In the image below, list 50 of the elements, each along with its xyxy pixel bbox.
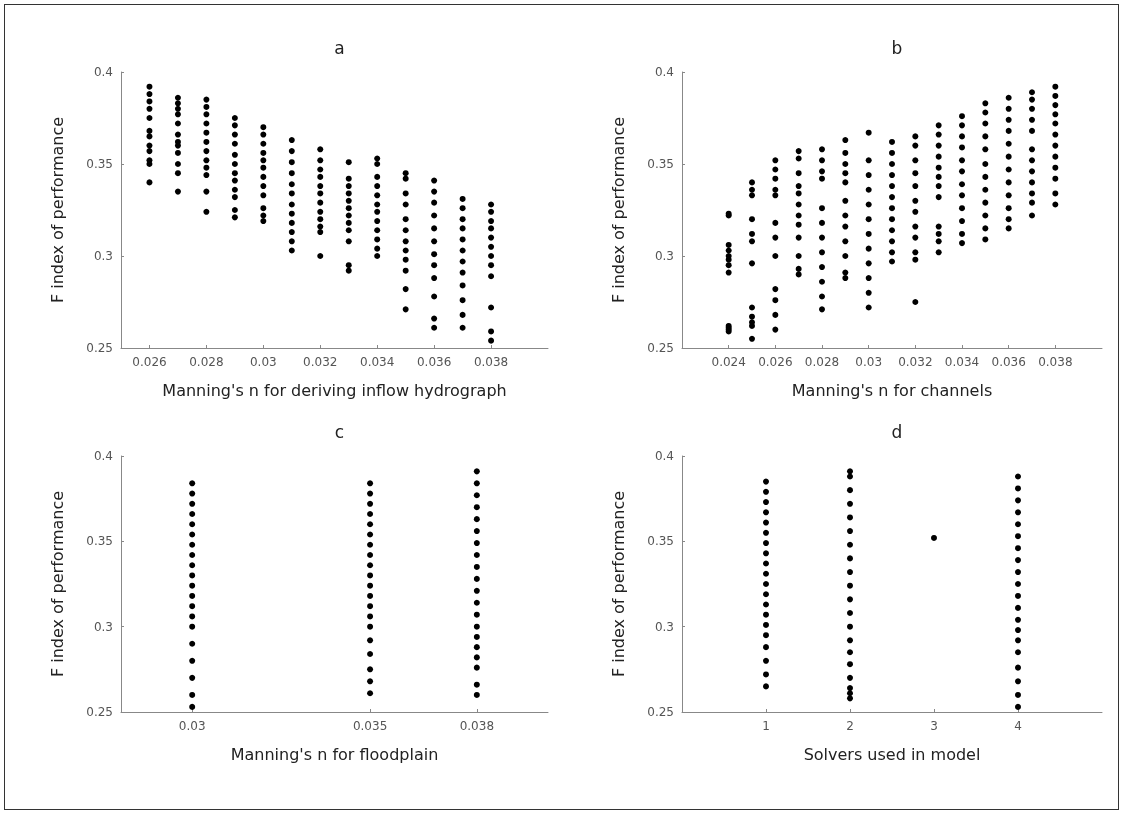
x-tick-label: 4 (1014, 719, 1022, 733)
y-tick-label: 0.35 (647, 157, 674, 171)
x-axis-title: Manning's n for floodplain (230, 744, 439, 764)
x-tick-label: 0.032 (898, 355, 933, 369)
x-tick-label: 0.038 (1038, 355, 1073, 369)
y-tick-label: 0.35 (86, 157, 113, 171)
x-tick-label: 0.03 (178, 719, 206, 733)
y-tick-label: 0.3 (93, 619, 113, 634)
x-tick-label: 0.036 (416, 355, 452, 369)
x-tick-label: 0.026 (758, 355, 793, 369)
y-tick-label: 0.4 (93, 65, 113, 79)
y-tick-label: 0.4 (93, 449, 113, 463)
y-tick-label: 0.25 (647, 705, 674, 719)
y-tick-label: 0.25 (86, 705, 113, 719)
x-tick-label: 0.028 (189, 355, 224, 369)
y-axis-title: F index of performance (608, 116, 628, 304)
x-tick-label: 0.026 (132, 355, 167, 369)
x-axis-title: Solvers used in model (803, 744, 981, 764)
y-axis-title: F index of performance (608, 490, 628, 678)
y-tick-label: 0.25 (647, 341, 674, 355)
y-tick-label: 0.4 (654, 449, 674, 463)
x-tick-label: 2 (846, 719, 854, 733)
x-tick-label: 0.028 (804, 355, 840, 369)
x-tick-label: 1 (762, 719, 770, 733)
chart-title: d (891, 421, 903, 442)
x-tick-label: 3 (930, 719, 938, 733)
x-tick-label: 0.034 (944, 355, 980, 369)
x-tick-label: 0.03 (855, 355, 883, 369)
y-tick-label: 0.3 (654, 619, 674, 634)
x-tick-label: 0.024 (711, 355, 746, 369)
y-tick-label: 0.35 (647, 534, 674, 549)
chart-title: b (891, 37, 903, 58)
x-tick-label: 0.035 (352, 719, 388, 733)
y-tick-label: 0.35 (86, 534, 113, 549)
x-tick-label: 0.03 (249, 355, 277, 369)
x-tick-label: 0.034 (360, 355, 395, 369)
x-tick-label: 0.038 (459, 719, 495, 733)
y-tick-label: 0.25 (86, 341, 113, 355)
chart-title: a (334, 37, 345, 58)
y-tick-label: 0.4 (654, 65, 674, 79)
x-tick-label: 0.036 (991, 355, 1026, 369)
y-tick-label: 0.3 (654, 249, 674, 263)
y-tick-label: 0.3 (93, 249, 113, 263)
x-tick-label: 0.038 (473, 355, 509, 369)
x-axis-title: Manning's n for deriving inflow hydrograph (162, 380, 507, 400)
y-axis-title: F index of performance (47, 116, 67, 304)
chart-title: c (334, 421, 345, 442)
x-tick-label: 0.032 (303, 355, 338, 369)
x-axis-title: Manning's n for channels (791, 380, 993, 400)
y-axis-title: F index of performance (47, 490, 67, 678)
